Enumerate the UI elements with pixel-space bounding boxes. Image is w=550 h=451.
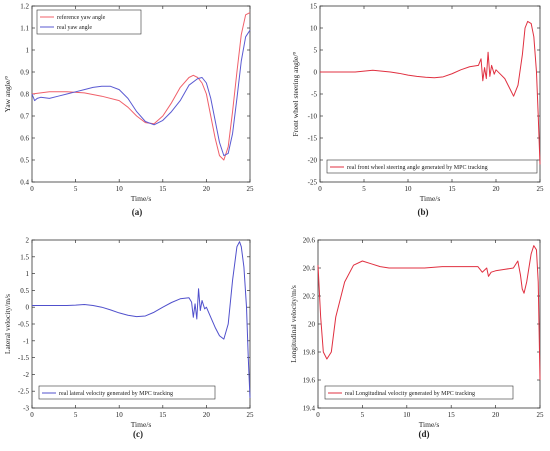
y-tick-label: 1.5: [20, 253, 29, 261]
y-tick-label: 1.1: [20, 25, 29, 33]
y-tick-label: 1: [26, 47, 30, 55]
legend-box: [324, 385, 514, 400]
x-axis-label: Time/s: [420, 194, 441, 203]
y-tick-label: -10: [308, 113, 318, 121]
x-tick-label: 5: [74, 185, 78, 193]
x-axis-label: Time/s: [419, 420, 440, 429]
chart-panel-3: 0 5 10 15 20 25 -3 -2.5 -2 -1.5 -1 -0.5 0 0.5 1 1.5 2 Tim…: [3, 237, 254, 440]
panel-label: (c): [133, 429, 143, 439]
x-tick-label: 5: [362, 185, 366, 193]
x-tick-label: 25: [247, 411, 255, 419]
legend-box: [326, 159, 538, 174]
y-tick-label: 0.5: [20, 287, 29, 295]
y-tick-label: 0: [314, 69, 318, 77]
x-tick-label: 25: [537, 411, 545, 419]
y-tick-label: 2: [26, 237, 30, 245]
y-tick-label: 0.6: [20, 135, 29, 143]
series-line-1: [317, 245, 541, 381]
y-tick-label: -3: [23, 405, 29, 413]
x-tick-label: 5: [361, 411, 365, 419]
y-tick-label: -5: [311, 91, 317, 99]
x-tick-label: 10: [403, 411, 411, 419]
panel-label: (d): [419, 429, 430, 439]
y-tick-label: 15: [310, 3, 318, 11]
legend-label: real front wheel steering angle generate…: [347, 164, 488, 171]
chart-panel-2: 0 5 10 15 20 25 -25 -20 -15 -10 -5 0 5 10 15 Time/s Fron…: [291, 3, 544, 218]
y-axis-label: Front wheel steering angle/°: [291, 52, 300, 137]
series-line-1: [31, 12, 251, 161]
legend-label: reference yaw angle: [57, 14, 106, 21]
x-tick-label: 5: [74, 411, 78, 419]
x-tick-label: 20: [493, 185, 501, 193]
x-tick-label: 20: [203, 185, 211, 193]
y-tick-label: 20.4: [303, 265, 316, 273]
y-tick-label: 0.4: [20, 179, 29, 187]
legend: real Longitudinal velocity generated by …: [324, 385, 514, 400]
series-line-1: [32, 241, 251, 398]
y-tick-label: 0.7: [20, 113, 29, 121]
panel-label: (a): [132, 207, 143, 217]
y-tick-label: 5: [314, 47, 318, 55]
chart-panel-1: 0 5 10 15 20 25 0.4 0.5 0.6 0.7 0.8 0.9 1 1.1 1.2 Time/…: [3, 3, 254, 218]
y-tick-label: 10: [310, 25, 318, 33]
plot-frame: [31, 239, 251, 409]
legend-box: [36, 9, 142, 35]
y-tick-label: -2: [23, 371, 29, 379]
x-tick-label: 25: [537, 185, 545, 193]
y-tick-label: 0.5: [20, 157, 29, 165]
series-line-2: [31, 29, 251, 157]
y-tick-label: -1.5: [18, 354, 30, 362]
series-line-1: [320, 20, 541, 165]
y-tick-label: 0: [26, 304, 30, 312]
x-tick-label: 15: [159, 411, 167, 419]
y-tick-label: -1: [23, 337, 29, 345]
x-tick-label: 25: [247, 185, 255, 193]
y-tick-label: -2.5: [18, 388, 30, 396]
legend-label: real Longitudinal velocity generated by …: [345, 391, 475, 397]
y-axis-label: Lateral velocity/m/s: [3, 294, 12, 354]
legend-label: real lateral velocity generated by MPC t…: [59, 391, 173, 397]
y-axis-label: Longitudinal velocity/m/s: [289, 285, 298, 363]
y-tick-label: -20: [308, 157, 318, 165]
x-tick-label: 0: [30, 185, 34, 193]
y-tick-label: 0.8: [20, 91, 29, 99]
x-axis-label: Time/s: [131, 420, 152, 429]
plot-frame: [319, 5, 541, 183]
x-tick-label: 0: [316, 411, 320, 419]
y-tick-label: 19.6: [303, 377, 316, 385]
x-tick-label: 15: [448, 411, 456, 419]
legend: reference yaw angle real yaw angle: [36, 9, 142, 35]
legend-box: [38, 385, 216, 400]
x-tick-label: 20: [492, 411, 500, 419]
y-tick-label: 1: [26, 270, 30, 278]
panel-label: (b): [418, 207, 429, 217]
y-tick-label: 1.2: [20, 3, 29, 11]
x-tick-label: 10: [116, 411, 124, 419]
x-tick-label: 0: [318, 185, 322, 193]
legend-label: real yaw angle: [57, 25, 92, 31]
x-tick-label: 20: [203, 411, 211, 419]
y-tick-label: -25: [308, 179, 318, 187]
x-tick-label: 10: [405, 185, 413, 193]
x-tick-label: 0: [30, 411, 34, 419]
x-tick-label: 15: [159, 185, 167, 193]
x-tick-label: 15: [449, 185, 457, 193]
x-axis-label: Time/s: [131, 194, 152, 203]
y-tick-label: 19.8: [303, 349, 316, 357]
y-tick-label: -15: [308, 135, 318, 143]
y-tick-label: 0.9: [20, 69, 29, 77]
legend: real front wheel steering angle generate…: [326, 159, 538, 174]
plot-frame: [317, 239, 541, 409]
y-axis-label: Yaw angle/°: [3, 76, 12, 113]
legend: real lateral velocity generated by MPC t…: [38, 385, 216, 400]
y-tick-label: 20: [308, 321, 316, 329]
x-tick-label: 10: [116, 185, 124, 193]
y-tick-label: 20.2: [303, 293, 316, 301]
y-tick-label: 19.4: [303, 405, 316, 413]
y-tick-label: 20.6: [303, 237, 316, 245]
chart-panel-4: 0 5 10 15 20 25 19.4 19.6 19.8 20 20.2 20.4 20.6 Time…: [289, 237, 544, 440]
y-tick-label: -0.5: [18, 321, 30, 329]
